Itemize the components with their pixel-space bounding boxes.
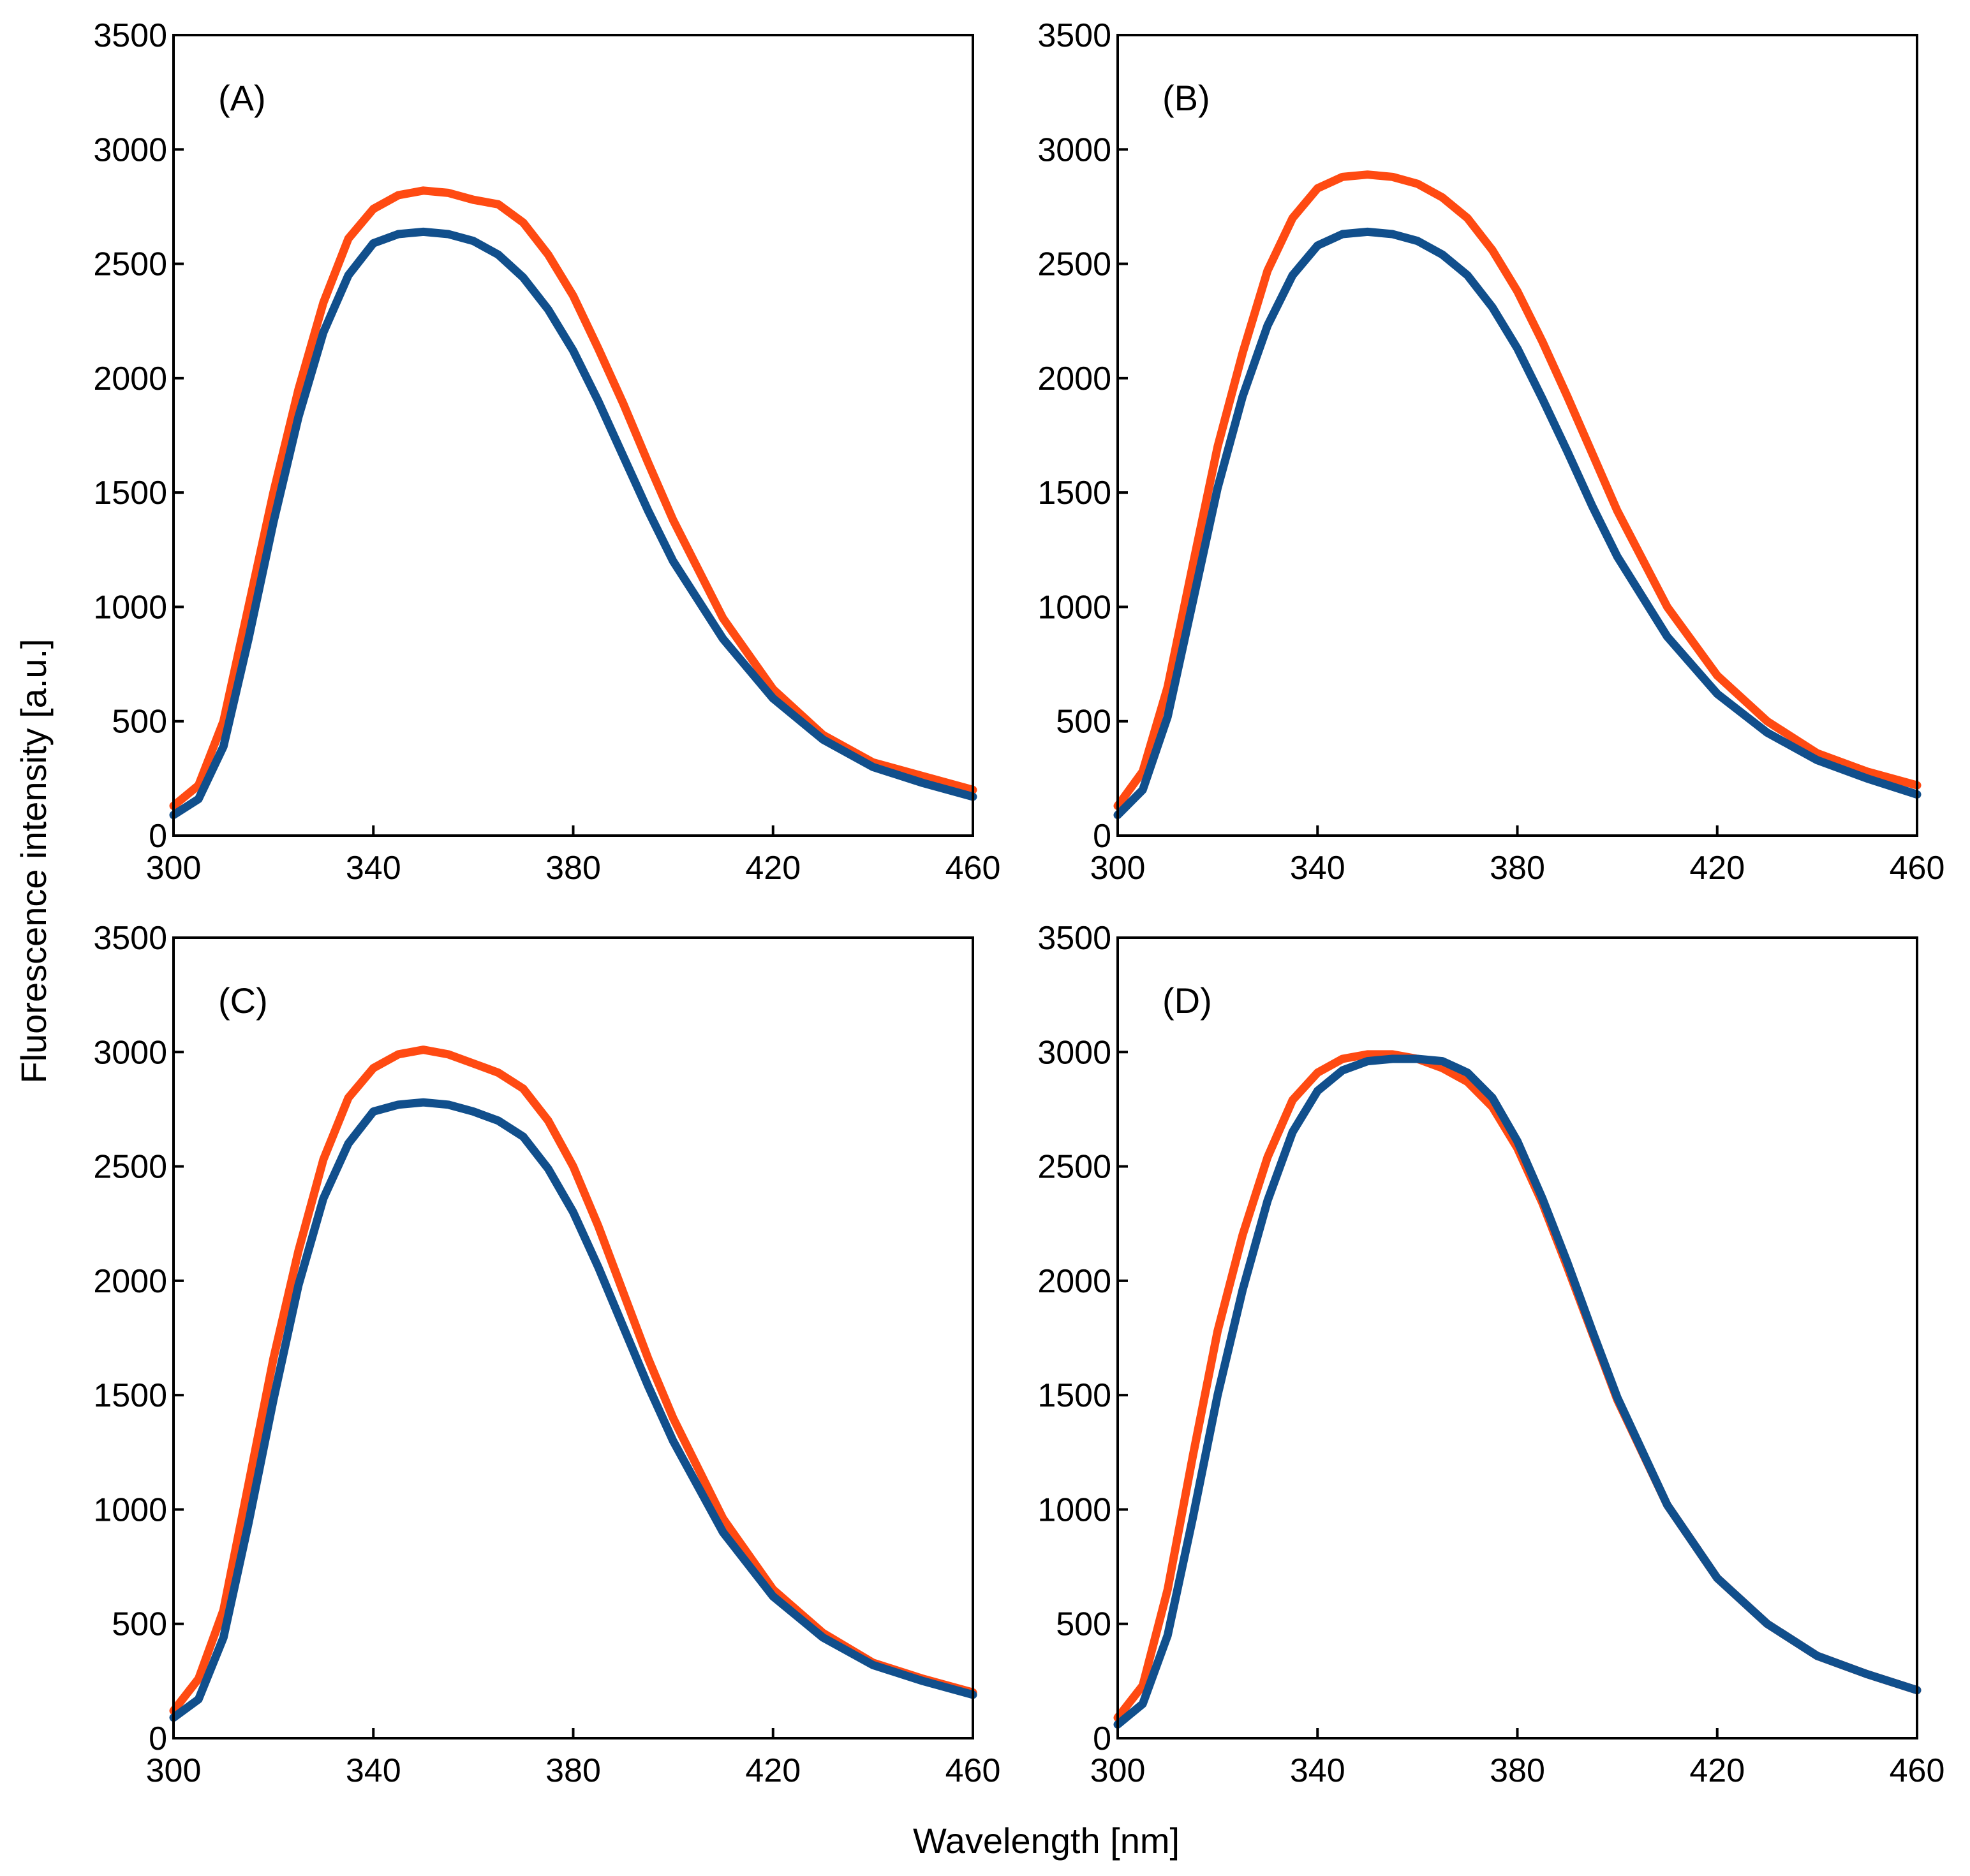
y-tick-label: 1500 <box>93 475 167 512</box>
x-tick-label: 340 <box>1290 1752 1345 1789</box>
y-tick-label: 500 <box>1056 1606 1111 1643</box>
series-group <box>1113 170 1922 820</box>
x-tick-label: 460 <box>945 850 1001 887</box>
series-group <box>1113 1050 1922 1729</box>
series-line-blue <box>169 227 977 820</box>
panel-label: (A) <box>218 78 266 118</box>
x-tick-label: 380 <box>545 1752 601 1789</box>
y-tick-label: 500 <box>1056 704 1111 741</box>
y-tick-label: 2500 <box>1037 246 1111 283</box>
y-tick-label: 0 <box>149 1720 167 1757</box>
y-tick-label: 1000 <box>93 1491 167 1528</box>
series-line-orange <box>169 186 977 810</box>
x-tick-label: 300 <box>146 1752 202 1789</box>
x-axis-title: Wavelength [nm] <box>913 1821 1180 1861</box>
y-tick-label: 2500 <box>93 246 167 283</box>
x-tick-label: 380 <box>1490 850 1545 887</box>
x-tick-label: 380 <box>545 850 601 887</box>
y-tick-label: 3000 <box>1037 131 1111 168</box>
y-tick-label: 3000 <box>1037 1034 1111 1071</box>
y-tick-label: 3500 <box>1037 17 1111 54</box>
y-tick-label: 3000 <box>93 1034 167 1071</box>
series-line-orange <box>169 1045 977 1715</box>
x-tick-label: 300 <box>1090 1752 1146 1789</box>
panel-label: (B) <box>1162 78 1210 118</box>
series-group <box>169 186 977 820</box>
y-tick-label: 2500 <box>1037 1149 1111 1186</box>
y-tick-label: 2000 <box>93 1263 167 1300</box>
plot-frame <box>172 936 974 1739</box>
panel-label: (C) <box>218 980 268 1021</box>
y-tick-label: 500 <box>112 704 167 741</box>
chart-panel: 0 500 1000 1500 2000 2500 3000 3500 300 340 380 420… <box>1037 17 1944 887</box>
series-line-blue <box>169 1098 977 1722</box>
y-tick-label: 1000 <box>1037 589 1111 626</box>
x-tick-label: 340 <box>346 850 401 887</box>
series-line-orange <box>1113 170 1922 810</box>
y-tick-label: 1500 <box>1037 1377 1111 1414</box>
x-tick-label: 420 <box>1689 1752 1745 1789</box>
x-tick-label: 300 <box>1090 850 1146 887</box>
series-group <box>169 1045 977 1722</box>
y-tick-label: 2500 <box>93 1149 167 1186</box>
chart-panel: 0 500 1000 1500 2000 2500 3000 3500 300 340 380 420… <box>93 920 1000 1789</box>
y-tick-label: 0 <box>1093 1720 1111 1757</box>
y-tick-label: 1500 <box>1037 475 1111 512</box>
y-tick-label: 0 <box>149 818 167 855</box>
y-tick-label: 1500 <box>93 1377 167 1414</box>
plot-frame <box>1116 936 1918 1739</box>
y-tick-label: 2000 <box>93 360 167 397</box>
y-tick-label: 2000 <box>1037 1263 1111 1300</box>
x-tick-label: 460 <box>1890 850 1945 887</box>
y-tick-label: 3500 <box>93 920 167 957</box>
x-tick-label: 380 <box>1490 1752 1545 1789</box>
x-tick-label: 340 <box>1290 850 1345 887</box>
y-tick-label: 3500 <box>1037 920 1111 957</box>
y-tick-label: 3500 <box>93 17 167 54</box>
y-tick-label: 1000 <box>93 589 167 626</box>
x-tick-label: 420 <box>1689 850 1745 887</box>
x-tick-label: 460 <box>945 1752 1001 1789</box>
plot-frame <box>1116 34 1918 837</box>
y-tick-label: 1000 <box>1037 1491 1111 1528</box>
x-tick-label: 340 <box>346 1752 401 1789</box>
y-axis-title: Fluorescence intensity [a.u.] <box>13 639 54 1083</box>
series-line-orange <box>1113 1050 1922 1722</box>
y-tick-label: 2000 <box>1037 360 1111 397</box>
series-line-blue <box>1113 1054 1922 1729</box>
panel-label: (D) <box>1162 980 1212 1021</box>
x-tick-label: 300 <box>146 850 202 887</box>
series-line-blue <box>1113 227 1922 820</box>
y-tick-label: 3000 <box>93 131 167 168</box>
x-tick-label: 420 <box>745 850 801 887</box>
x-tick-label: 460 <box>1890 1752 1945 1789</box>
chart-panel: 0 500 1000 1500 2000 2500 3000 3500 300 340 380 420… <box>93 17 1000 887</box>
chart-panel: 0 500 1000 1500 2000 2500 3000 3500 300 340 380 420… <box>1037 920 1944 1789</box>
y-tick-label: 0 <box>1093 818 1111 855</box>
y-tick-label: 500 <box>112 1606 167 1643</box>
x-tick-label: 420 <box>745 1752 801 1789</box>
